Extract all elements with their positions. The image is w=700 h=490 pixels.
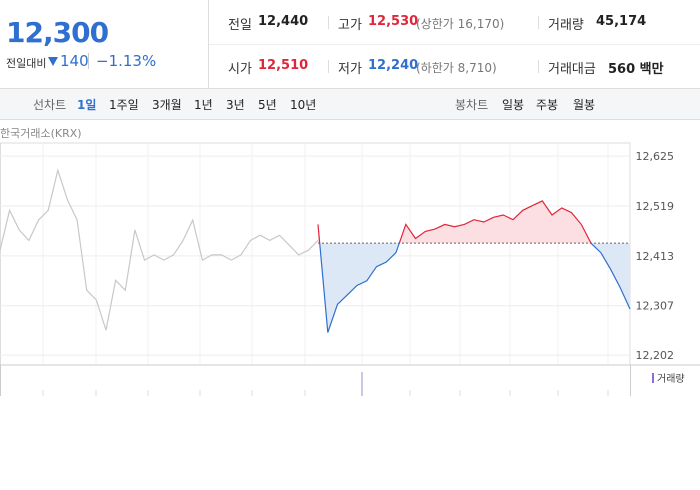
stat-label: 전일 [228, 18, 252, 33]
plot-frame [0, 142, 631, 366]
area-down [319, 243, 630, 333]
stat-note: (하한가 8,710) [416, 61, 497, 75]
y-tick-label: 12,413 [636, 250, 675, 263]
period-tab[interactable]: 5년 [258, 98, 277, 112]
stat-value: 45,174 [596, 14, 647, 29]
price-line-down [319, 243, 631, 333]
price: 12,300 [6, 16, 109, 49]
price-line-up [317, 200, 592, 244]
stat-value: 12,240 [368, 58, 419, 73]
tab-bar [0, 88, 700, 120]
change: 140 [60, 52, 89, 70]
stat-label: 저가 [338, 62, 362, 77]
stat-value: 12,510 [258, 58, 309, 73]
candle-tab[interactable]: 월봉 [573, 98, 596, 112]
tab-group-label: 선차트 [33, 98, 67, 112]
candle-tab[interactable]: 일봉 [502, 98, 525, 112]
stat-value: 560 백만 [608, 62, 664, 77]
price-line [0, 168, 319, 331]
period-tab[interactable]: 3개월 [152, 98, 182, 112]
change-label: 전일대비 [6, 57, 47, 70]
candle-tab[interactable]: 주봉 [536, 98, 559, 112]
period-tab[interactable]: 3년 [226, 98, 245, 112]
y-tick-label: 12,625 [636, 150, 675, 163]
y-tick-label: 12,202 [636, 349, 675, 362]
stat-value: 12,530 [368, 14, 419, 29]
stat-note: (상한가 16,170) [416, 17, 505, 31]
source: 한국거래소(KRX) [0, 127, 82, 140]
quote-box [0, 0, 209, 88]
period-tab[interactable]: 1년 [194, 98, 213, 112]
y-tick-label: 12,519 [636, 200, 675, 213]
period-tab[interactable]: 1주일 [109, 98, 139, 112]
y-tick-label: 12,307 [636, 300, 675, 313]
legend-swatch [652, 373, 654, 383]
area-up [318, 200, 630, 244]
change-pct: −1.13% [96, 52, 157, 70]
stat-label: 시가 [228, 62, 252, 77]
stat-label: 고가 [338, 18, 362, 33]
period-tab[interactable]: 1일 [77, 98, 97, 112]
down-arrow [48, 57, 58, 66]
stat-label: 거래대금 [548, 62, 596, 77]
period-tab[interactable]: 10년 [290, 98, 317, 112]
stat-value: 12,440 [258, 14, 309, 29]
stat-label: 거래량 [548, 18, 584, 33]
tab-group-label: 봉차트 [455, 98, 489, 112]
volume-legend: 거래량 [657, 373, 685, 385]
